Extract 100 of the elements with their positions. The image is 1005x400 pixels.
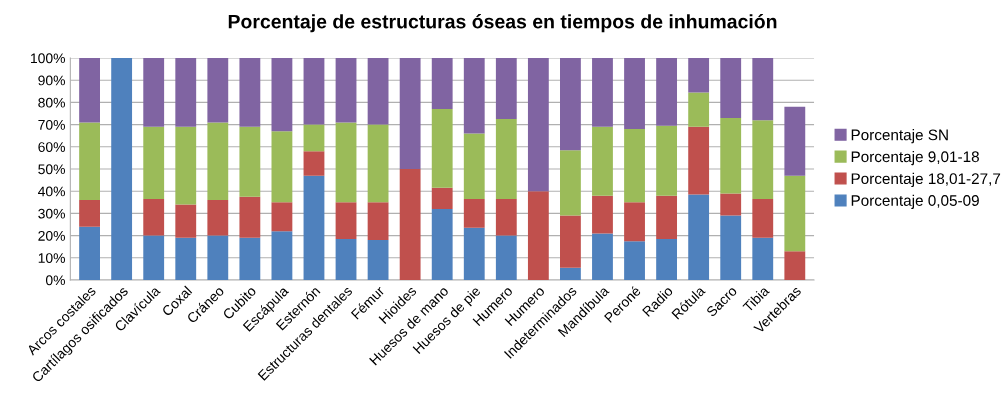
bar xyxy=(175,237,197,280)
bar xyxy=(784,251,806,280)
bar xyxy=(560,58,581,151)
bar xyxy=(720,193,742,216)
y-tick-label: 90% xyxy=(38,75,65,86)
bar xyxy=(239,237,261,280)
bar xyxy=(271,202,293,232)
bar xyxy=(207,58,229,123)
bar xyxy=(207,200,229,236)
legend-label: Porcentaje SN xyxy=(851,129,948,144)
y-tick-label: 30% xyxy=(38,208,65,219)
bar xyxy=(784,106,806,176)
bar xyxy=(495,198,517,236)
bar xyxy=(720,58,742,118)
bar xyxy=(624,202,645,242)
bar xyxy=(592,126,613,196)
bar xyxy=(207,122,229,201)
bar xyxy=(239,126,261,197)
bar xyxy=(303,124,325,152)
bar xyxy=(688,126,710,195)
bar xyxy=(688,92,710,127)
legend-label: Porcentaje 0,05-09 xyxy=(851,194,979,209)
bar xyxy=(175,204,197,238)
y-tick-label: 0% xyxy=(45,275,65,286)
y-tick-label: 70% xyxy=(38,119,65,130)
y-tick-label: 40% xyxy=(38,186,65,197)
bar xyxy=(463,58,485,134)
bar xyxy=(495,58,517,120)
bar xyxy=(463,198,485,228)
bar xyxy=(463,133,485,199)
bar xyxy=(592,195,613,234)
bar xyxy=(399,169,421,280)
bar xyxy=(143,58,165,127)
chart-title: Porcentaje de estructuras óseas en tiempos de inhumación xyxy=(228,14,777,33)
bar xyxy=(79,58,100,123)
bar xyxy=(271,131,293,203)
y-tick-label: 10% xyxy=(38,253,65,263)
bar xyxy=(560,267,581,280)
bar xyxy=(143,126,165,199)
bar xyxy=(367,58,389,125)
bar xyxy=(752,237,774,280)
bar xyxy=(367,240,389,280)
legend-label: Porcentaje 9,01-18 xyxy=(851,150,979,166)
bar xyxy=(431,187,453,209)
bar xyxy=(303,175,325,280)
bar xyxy=(431,109,453,188)
bar xyxy=(271,231,293,280)
bar xyxy=(495,119,517,199)
bar xyxy=(560,150,581,216)
bar xyxy=(399,58,421,169)
bar xyxy=(592,58,613,127)
bar xyxy=(560,215,581,268)
bar xyxy=(367,202,389,241)
bar xyxy=(335,58,357,123)
bar xyxy=(239,196,261,238)
y-tick-label: 60% xyxy=(38,142,65,152)
bar xyxy=(431,208,453,280)
bar xyxy=(207,235,229,280)
bar xyxy=(656,195,678,239)
bar xyxy=(527,58,549,192)
bar xyxy=(239,58,261,127)
bar xyxy=(79,122,100,201)
bar xyxy=(720,215,742,280)
bar xyxy=(784,175,806,252)
bar xyxy=(463,227,485,280)
bar xyxy=(143,235,165,280)
bar xyxy=(303,58,325,125)
bar xyxy=(656,238,678,280)
bar xyxy=(271,58,293,132)
bar xyxy=(656,58,678,126)
bar xyxy=(335,122,357,203)
bar xyxy=(143,198,165,236)
bar xyxy=(527,191,549,280)
bar xyxy=(752,120,774,199)
bar xyxy=(688,58,710,93)
bar xyxy=(175,58,197,127)
legend-label: Porcentaje 18,01-27,7 xyxy=(851,172,1001,188)
bar xyxy=(79,226,100,280)
bar xyxy=(367,124,389,203)
bar xyxy=(79,200,100,227)
y-tick-label: 50% xyxy=(38,164,65,175)
bar xyxy=(624,58,645,130)
y-tick-label: 80% xyxy=(38,97,65,108)
bar xyxy=(720,117,742,194)
y-tick-label: 20% xyxy=(38,230,65,241)
bar xyxy=(624,241,645,280)
bar xyxy=(752,198,774,238)
bar xyxy=(431,58,453,110)
bar xyxy=(656,125,678,196)
bar xyxy=(752,58,774,121)
y-tick-label: 100% xyxy=(31,53,65,64)
bar xyxy=(335,202,357,239)
bar xyxy=(592,233,613,280)
bar xyxy=(175,126,197,205)
bar xyxy=(495,235,517,280)
bar xyxy=(688,194,710,280)
bar xyxy=(624,129,645,203)
bar xyxy=(303,151,325,176)
bar xyxy=(335,238,357,280)
bar xyxy=(111,58,133,280)
